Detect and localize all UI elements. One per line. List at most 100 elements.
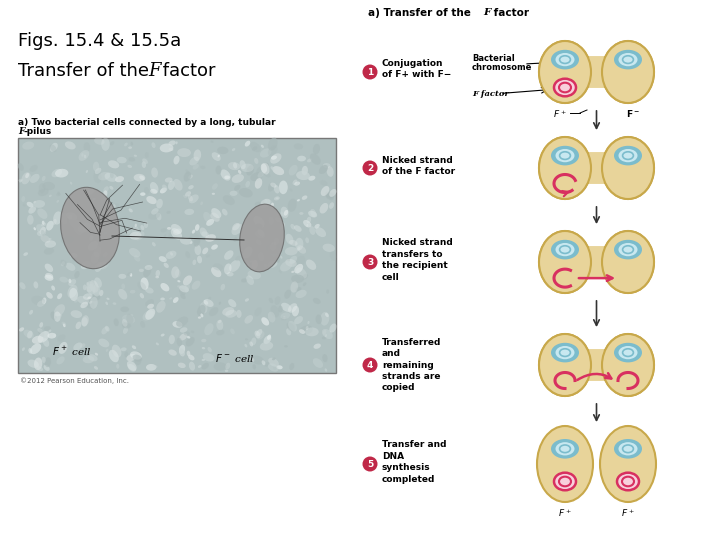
- Ellipse shape: [296, 290, 307, 298]
- Ellipse shape: [247, 167, 253, 171]
- Bar: [588, 58, 605, 86]
- Ellipse shape: [83, 356, 94, 363]
- Ellipse shape: [322, 336, 326, 339]
- Ellipse shape: [210, 213, 220, 222]
- Ellipse shape: [150, 182, 158, 193]
- Ellipse shape: [178, 363, 186, 368]
- Ellipse shape: [274, 197, 280, 200]
- Ellipse shape: [94, 171, 102, 183]
- Ellipse shape: [289, 240, 297, 246]
- Ellipse shape: [59, 276, 68, 282]
- Ellipse shape: [50, 312, 57, 320]
- Ellipse shape: [150, 189, 158, 194]
- Ellipse shape: [48, 329, 51, 333]
- Ellipse shape: [58, 192, 60, 195]
- Ellipse shape: [102, 327, 108, 334]
- Ellipse shape: [130, 141, 133, 146]
- Ellipse shape: [91, 294, 100, 301]
- Ellipse shape: [302, 166, 308, 176]
- Ellipse shape: [225, 269, 228, 273]
- Ellipse shape: [260, 342, 273, 350]
- Ellipse shape: [146, 364, 156, 370]
- Ellipse shape: [267, 335, 271, 340]
- Ellipse shape: [554, 441, 575, 456]
- Ellipse shape: [291, 274, 304, 283]
- Ellipse shape: [132, 355, 143, 362]
- Ellipse shape: [191, 330, 194, 333]
- Ellipse shape: [204, 323, 214, 335]
- Ellipse shape: [175, 269, 181, 278]
- Text: F: F: [148, 62, 161, 80]
- Bar: [588, 154, 605, 181]
- Ellipse shape: [186, 350, 190, 356]
- Ellipse shape: [140, 278, 148, 290]
- Ellipse shape: [281, 303, 292, 312]
- Ellipse shape: [271, 166, 274, 170]
- Ellipse shape: [54, 304, 65, 316]
- Ellipse shape: [98, 172, 110, 180]
- Ellipse shape: [93, 161, 99, 171]
- Ellipse shape: [240, 160, 246, 169]
- Ellipse shape: [78, 222, 91, 233]
- Ellipse shape: [602, 137, 654, 199]
- Ellipse shape: [53, 219, 57, 225]
- Ellipse shape: [197, 255, 202, 264]
- Ellipse shape: [28, 348, 32, 354]
- Ellipse shape: [184, 332, 190, 335]
- Ellipse shape: [180, 237, 192, 245]
- Ellipse shape: [222, 307, 234, 316]
- Ellipse shape: [68, 279, 76, 286]
- Ellipse shape: [618, 52, 639, 67]
- Ellipse shape: [130, 314, 133, 316]
- Ellipse shape: [225, 370, 228, 372]
- Ellipse shape: [176, 316, 188, 327]
- Ellipse shape: [94, 366, 98, 370]
- Ellipse shape: [272, 357, 276, 360]
- Ellipse shape: [250, 142, 261, 152]
- Ellipse shape: [109, 350, 119, 362]
- Ellipse shape: [70, 181, 72, 185]
- Ellipse shape: [179, 348, 185, 356]
- Ellipse shape: [156, 301, 166, 313]
- Ellipse shape: [246, 263, 249, 266]
- Ellipse shape: [53, 333, 56, 338]
- Ellipse shape: [168, 349, 177, 356]
- Text: 1: 1: [367, 68, 373, 77]
- Ellipse shape: [227, 272, 233, 276]
- FancyBboxPatch shape: [571, 56, 622, 88]
- Ellipse shape: [143, 310, 154, 321]
- Ellipse shape: [166, 211, 171, 214]
- Ellipse shape: [539, 41, 591, 103]
- Ellipse shape: [269, 298, 274, 303]
- Ellipse shape: [40, 322, 43, 328]
- Ellipse shape: [266, 200, 274, 206]
- Ellipse shape: [306, 260, 316, 270]
- Text: Transfer of the: Transfer of the: [18, 62, 155, 80]
- Ellipse shape: [327, 166, 333, 177]
- Ellipse shape: [325, 192, 334, 200]
- Text: $F^+$: $F^+$: [621, 507, 635, 519]
- Ellipse shape: [77, 296, 89, 305]
- Ellipse shape: [45, 273, 53, 279]
- Ellipse shape: [179, 288, 186, 295]
- Ellipse shape: [57, 334, 66, 342]
- Ellipse shape: [203, 300, 208, 305]
- Ellipse shape: [258, 171, 264, 178]
- Text: a) Transfer of the: a) Transfer of the: [368, 8, 474, 18]
- Ellipse shape: [179, 333, 187, 341]
- Ellipse shape: [270, 153, 282, 164]
- Ellipse shape: [18, 163, 24, 171]
- Ellipse shape: [89, 280, 99, 293]
- Ellipse shape: [177, 280, 181, 282]
- Ellipse shape: [57, 293, 62, 299]
- Ellipse shape: [151, 208, 158, 214]
- Ellipse shape: [224, 251, 233, 260]
- Ellipse shape: [245, 339, 248, 340]
- Ellipse shape: [279, 180, 288, 194]
- Ellipse shape: [261, 163, 269, 170]
- Ellipse shape: [623, 152, 634, 159]
- Ellipse shape: [61, 217, 65, 221]
- Ellipse shape: [554, 148, 575, 163]
- Ellipse shape: [250, 260, 253, 262]
- Ellipse shape: [323, 163, 330, 168]
